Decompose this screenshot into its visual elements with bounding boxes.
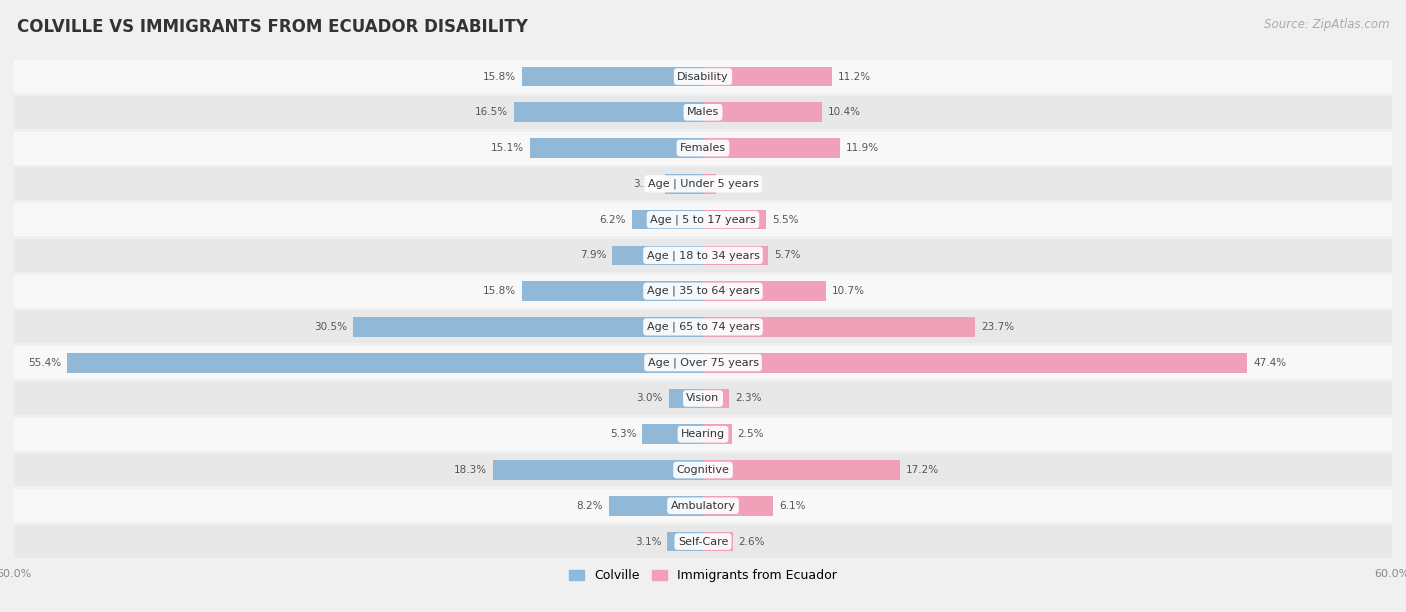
Text: Age | 5 to 17 years: Age | 5 to 17 years (650, 214, 756, 225)
Text: 55.4%: 55.4% (28, 358, 60, 368)
Text: 5.3%: 5.3% (610, 429, 637, 439)
Bar (703, 425, 731, 444)
Text: 15.8%: 15.8% (482, 72, 516, 81)
Bar (14, 275, 1392, 308)
Text: Ambulatory: Ambulatory (671, 501, 735, 511)
Text: 15.8%: 15.8% (482, 286, 516, 296)
Text: 47.4%: 47.4% (1253, 358, 1286, 368)
Bar (669, 389, 703, 408)
Text: Age | Over 75 years: Age | Over 75 years (648, 357, 758, 368)
Text: 3.0%: 3.0% (637, 394, 662, 403)
Text: 3.3%: 3.3% (633, 179, 659, 189)
Text: 5.5%: 5.5% (772, 215, 799, 225)
Bar (703, 460, 900, 480)
Bar (609, 496, 703, 516)
Text: Age | 65 to 74 years: Age | 65 to 74 years (647, 322, 759, 332)
Bar (703, 317, 976, 337)
Text: Age | 18 to 34 years: Age | 18 to 34 years (647, 250, 759, 261)
Bar (14, 382, 1392, 415)
Text: Cognitive: Cognitive (676, 465, 730, 475)
Text: 30.5%: 30.5% (314, 322, 347, 332)
Bar (14, 310, 1392, 343)
Bar (612, 245, 703, 265)
Bar (14, 490, 1392, 522)
Bar (665, 174, 703, 193)
Bar (703, 174, 716, 193)
Text: Self-Care: Self-Care (678, 537, 728, 547)
Legend: Colville, Immigrants from Ecuador: Colville, Immigrants from Ecuador (564, 564, 842, 588)
Bar (703, 353, 1247, 373)
Text: 2.3%: 2.3% (735, 394, 762, 403)
Text: 15.1%: 15.1% (491, 143, 524, 153)
Text: 7.9%: 7.9% (581, 250, 606, 260)
Bar (703, 245, 769, 265)
Bar (668, 532, 703, 551)
Text: 18.3%: 18.3% (454, 465, 486, 475)
Bar (14, 346, 1392, 379)
Text: Disability: Disability (678, 72, 728, 81)
Bar (703, 67, 831, 86)
Bar (353, 317, 703, 337)
Bar (703, 282, 825, 301)
Bar (703, 138, 839, 158)
Bar (14, 203, 1392, 236)
Bar (14, 132, 1392, 165)
Bar (14, 525, 1392, 558)
Text: 5.7%: 5.7% (775, 250, 800, 260)
Bar (522, 282, 703, 301)
Text: 6.1%: 6.1% (779, 501, 806, 511)
Text: 11.9%: 11.9% (845, 143, 879, 153)
Bar (14, 239, 1392, 272)
Text: 8.2%: 8.2% (576, 501, 603, 511)
Text: 11.2%: 11.2% (838, 72, 870, 81)
Bar (14, 418, 1392, 450)
Bar (703, 210, 766, 230)
Bar (14, 453, 1392, 487)
Text: COLVILLE VS IMMIGRANTS FROM ECUADOR DISABILITY: COLVILLE VS IMMIGRANTS FROM ECUADOR DISA… (17, 18, 527, 36)
Bar (631, 210, 703, 230)
Text: 16.5%: 16.5% (475, 107, 508, 118)
Text: Hearing: Hearing (681, 429, 725, 439)
Text: Females: Females (681, 143, 725, 153)
Text: 10.7%: 10.7% (831, 286, 865, 296)
Text: Age | 35 to 64 years: Age | 35 to 64 years (647, 286, 759, 296)
Bar (703, 496, 773, 516)
Text: 23.7%: 23.7% (981, 322, 1014, 332)
Bar (494, 460, 703, 480)
Text: 17.2%: 17.2% (907, 465, 939, 475)
Bar (67, 353, 703, 373)
Text: 3.1%: 3.1% (636, 537, 662, 547)
Text: 10.4%: 10.4% (828, 107, 860, 118)
Text: 1.1%: 1.1% (721, 179, 748, 189)
Text: 6.2%: 6.2% (599, 215, 626, 225)
Text: 2.6%: 2.6% (738, 537, 765, 547)
Text: Age | Under 5 years: Age | Under 5 years (648, 179, 758, 189)
Text: Males: Males (688, 107, 718, 118)
Bar (14, 60, 1392, 93)
Text: Source: ZipAtlas.com: Source: ZipAtlas.com (1264, 18, 1389, 31)
Bar (703, 102, 823, 122)
Text: 2.5%: 2.5% (738, 429, 763, 439)
Text: Vision: Vision (686, 394, 720, 403)
Bar (522, 67, 703, 86)
Bar (530, 138, 703, 158)
Bar (14, 96, 1392, 129)
Bar (513, 102, 703, 122)
Bar (643, 425, 703, 444)
Bar (14, 168, 1392, 200)
Bar (703, 532, 733, 551)
Bar (703, 389, 730, 408)
